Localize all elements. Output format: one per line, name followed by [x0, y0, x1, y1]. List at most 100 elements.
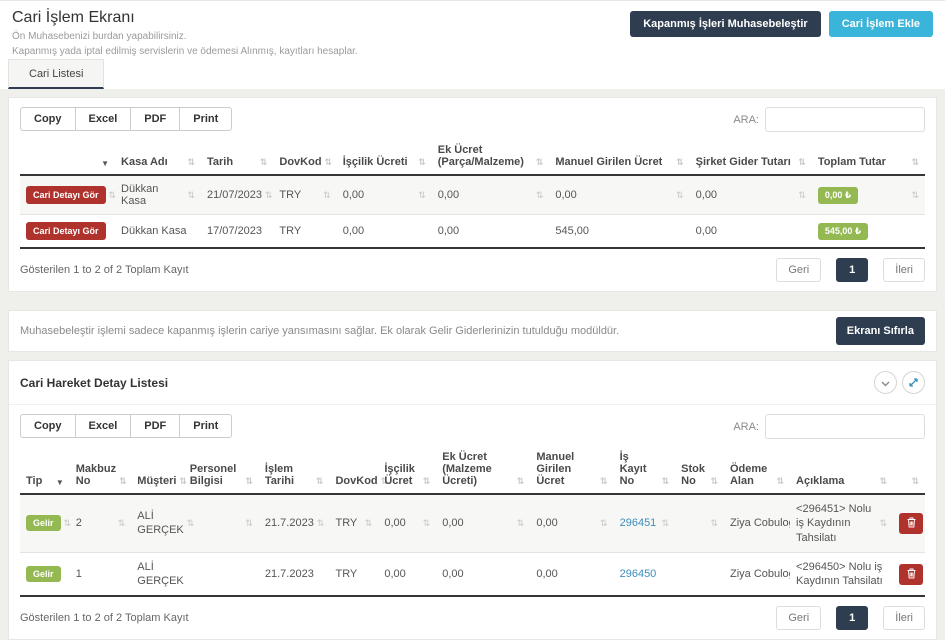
excel-button[interactable]: Excel: [74, 414, 132, 438]
sort-icon: ⇅: [245, 476, 253, 486]
col-aciklama[interactable]: Açıklama ⇅: [790, 445, 894, 495]
sort-icon: ⇅: [187, 189, 195, 200]
excel-button[interactable]: Excel: [74, 107, 132, 131]
table-row: Gelir 1 ALİ GERÇEK 21.7.2023 TRY 0,00 0,…: [20, 551, 925, 598]
sort-icon: ⇅: [798, 189, 806, 200]
col-makbuz-no[interactable]: Makbuz No ⇅: [69, 445, 132, 495]
table2-record-count: Gösterilen 1 to 2 of 2 Toplam Kayıt: [20, 612, 189, 625]
sort-icon: ⇅: [187, 157, 195, 167]
cari-hareket-detay-card: Cari Hareket Detay Listesi Copy Excel PD…: [8, 360, 937, 640]
col-is-kayit-no[interactable]: İş Kayıt No ⇅: [613, 445, 676, 495]
cell-sirket: 0,00: [695, 225, 718, 237]
cell-aciklama: <296450> Nolu iş Kaydının Tahsilatı: [796, 560, 883, 588]
table1-header-row: ▼ Kasa Adı ⇅ Tarih ⇅ DovKod ⇅ İşçilik Ücret…: [20, 138, 925, 176]
col-delete[interactable]: ⇅: [893, 445, 925, 495]
col-dovkod[interactable]: DovKod ⇅: [329, 445, 388, 495]
cell-dovkod: TRY: [335, 517, 358, 530]
notice-text: Muhasebeleştir işlemi sadece kapanmış iş…: [20, 325, 620, 337]
pagination-prev-button[interactable]: Geri: [776, 606, 822, 631]
pagination-page-1-button[interactable]: 1: [836, 258, 869, 282]
expand-button[interactable]: [902, 371, 925, 394]
col-musteri[interactable]: Müşteri ⇅: [131, 445, 187, 495]
cell-manuel: 0,00: [536, 517, 558, 530]
cell-tarih: 17/07/2023: [206, 225, 263, 237]
sort-icon: ⇅: [418, 189, 426, 200]
sort-icon: ⇅: [676, 157, 684, 167]
delete-row-button[interactable]: [899, 563, 924, 585]
is-kayit-no-link[interactable]: 296450: [619, 568, 657, 581]
collapse-button[interactable]: [874, 371, 897, 394]
cell-manuel: 545,00: [555, 225, 590, 237]
cari-islem-ekle-button[interactable]: Cari İşlem Ekle: [828, 11, 933, 37]
tab-cari-listesi[interactable]: Cari Listesi: [8, 59, 105, 89]
cari-detayi-gor-button[interactable]: Cari Detayı Gör: [26, 222, 106, 240]
col-ek-ucret[interactable]: Ek Ücret (Parça/Malzeme) ⇅: [431, 138, 550, 176]
delete-row-button[interactable]: [899, 512, 924, 534]
tab-strip: Cari Listesi: [0, 59, 945, 89]
cari-detayi-gor-button[interactable]: Cari Detayı Gör: [26, 186, 106, 204]
pagination-next-button[interactable]: İleri: [883, 606, 925, 631]
col-actions[interactable]: ▼: [20, 138, 116, 176]
pdf-button[interactable]: PDF: [130, 107, 181, 131]
cell-manuel: 0,00: [536, 568, 558, 581]
print-button[interactable]: Print: [179, 414, 233, 438]
pagination-page-1-button[interactable]: 1: [836, 606, 869, 631]
cell-ek-ucret: 0,00: [442, 517, 464, 530]
col-islem-tarihi[interactable]: İşlem Tarihi ⇅: [258, 445, 330, 495]
search-input[interactable]: [765, 107, 925, 132]
toplam-tutar-badge: 545,00 ₺: [817, 222, 869, 240]
col-odeme-alan[interactable]: Ödeme Alan ⇅: [723, 445, 791, 495]
col-tarih[interactable]: Tarih ⇅: [200, 138, 274, 176]
print-button[interactable]: Print: [179, 107, 233, 131]
page-title: Cari İşlem Ekranı: [12, 9, 135, 26]
export-button-group: Copy Excel PDF Print: [20, 414, 233, 438]
sort-icon: ⇅: [315, 476, 324, 486]
cell-sirket: 0,00: [695, 189, 718, 201]
cell-islem-tarihi: 21.7.2023: [264, 568, 314, 581]
col-toplam-tutar[interactable]: Toplam Tutar ⇅: [811, 138, 925, 176]
copy-button[interactable]: Copy: [20, 107, 76, 131]
col-stok-no[interactable]: Stok No ⇅: [675, 445, 724, 495]
sort-icon: ⇅: [600, 476, 608, 486]
page-subtitle-1: Ön Muhasebenizi burdan yapabilirsiniz.: [12, 31, 187, 42]
sort-icon: ⇅: [516, 476, 525, 486]
cell-ek-ucret: 0,00: [437, 189, 460, 201]
col-manuel-girilen-ucret[interactable]: Manuel Girilen Ücret ⇅: [530, 445, 614, 495]
pdf-button[interactable]: PDF: [130, 414, 181, 438]
table1-pagination: Geri 1 İleri: [776, 258, 925, 282]
col-iscilik-ucreti[interactable]: İşçilik Ücreti ⇅: [336, 138, 432, 176]
sort-icon: ⇅: [422, 517, 431, 528]
sort-icon: ⇅: [422, 476, 431, 486]
col-ek-ucret-malzeme[interactable]: Ek Ücret (Malzeme Ücreti) ⇅: [436, 445, 531, 495]
col-kasa-adi[interactable]: Kasa Adı ⇅: [115, 138, 201, 176]
col-tip[interactable]: Tip ▼: [20, 445, 70, 495]
trash-icon: [907, 516, 916, 531]
table-row: Cari Detayı Gör ⇅ Dükkan Kasa ⇅ 21/07/2023…: [20, 174, 925, 215]
sort-icon: ⇅: [418, 157, 426, 167]
col-personel-bilgisi[interactable]: Personel Bilgisi ⇅: [183, 445, 259, 495]
cell-musteri: ALİ GERÇEK: [137, 560, 184, 588]
col-dovkod[interactable]: DovKod ⇅: [273, 138, 337, 176]
table1-toolbar: Copy Excel PDF Print ARA:: [20, 107, 925, 132]
sort-icon: ⇅: [535, 189, 544, 200]
sort-icon: ⇅: [710, 517, 718, 528]
is-kayit-no-link[interactable]: 296451: [619, 517, 657, 530]
col-iscilik-ucret[interactable]: İşçilik Ücret ⇅: [378, 445, 437, 495]
copy-button[interactable]: Copy: [20, 414, 76, 438]
cell-iscilik: 0,00: [342, 189, 365, 201]
ekrani-sifirla-button[interactable]: Ekranı Sıfırla: [835, 317, 925, 345]
cell-aciklama: <296451> Nolu iş Kaydının Tahsilatı: [796, 503, 872, 544]
sort-icon: ⇅: [911, 157, 919, 167]
pagination-next-button[interactable]: İleri: [883, 258, 925, 282]
notice-bar: Muhasebeleştir işlemi sadece kapanmış iş…: [8, 310, 937, 352]
sort-icon: ⇅: [911, 476, 919, 486]
col-sirket-gider[interactable]: Şirket Gider Tutarı ⇅: [689, 138, 812, 176]
cell-dovkod: TRY: [335, 568, 358, 581]
pagination-prev-button[interactable]: Geri: [776, 258, 822, 282]
page-titles: Cari İşlem Ekranı Ön Muhasebenizi burdan…: [12, 9, 358, 59]
sort-icon: ⇅: [710, 476, 718, 486]
col-manuel-ucret[interactable]: Manuel Girilen Ücret ⇅: [549, 138, 690, 176]
search-input[interactable]: [765, 414, 925, 439]
muhasebelestir-button[interactable]: Kapanmış İşleri Muhasebeleştir: [630, 11, 821, 37]
sort-icon: ⇅: [535, 157, 544, 167]
